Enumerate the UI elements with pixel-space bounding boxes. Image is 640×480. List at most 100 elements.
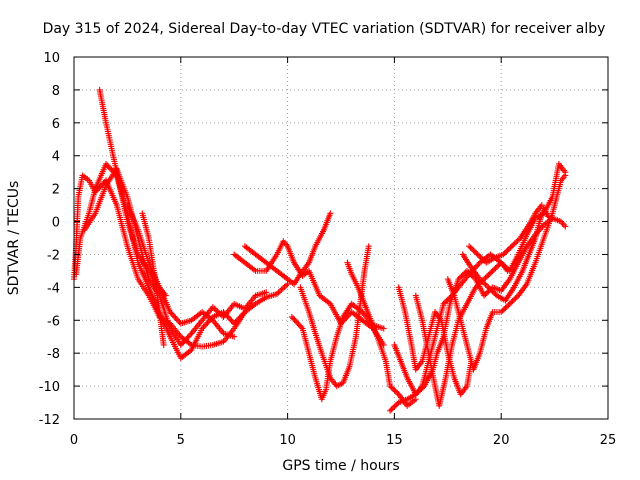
data-point bbox=[387, 407, 394, 414]
y-tick-label: 6 bbox=[52, 117, 60, 132]
data-point bbox=[478, 277, 485, 284]
x-tick-label: 10 bbox=[279, 433, 296, 448]
y-tick-label: 2 bbox=[52, 183, 60, 198]
data-point bbox=[233, 317, 240, 324]
series-arc-r bbox=[466, 202, 545, 266]
data-point bbox=[506, 300, 513, 307]
y-tick-label: 0 bbox=[52, 216, 60, 231]
data-point bbox=[365, 243, 372, 250]
data-point bbox=[298, 324, 305, 331]
data-point bbox=[227, 316, 234, 323]
data-point bbox=[501, 250, 508, 257]
data-point bbox=[483, 282, 490, 289]
data-point bbox=[485, 272, 492, 279]
data-point bbox=[180, 339, 187, 346]
x-tick-label: 25 bbox=[600, 433, 617, 448]
data-point bbox=[235, 316, 242, 323]
data-point bbox=[513, 239, 520, 246]
data-point bbox=[507, 244, 514, 251]
data-point bbox=[440, 300, 447, 307]
x-tick-label: 15 bbox=[386, 433, 403, 448]
plot-frame bbox=[73, 56, 609, 420]
data-point bbox=[387, 383, 394, 390]
data-point bbox=[512, 295, 519, 302]
y-tick-label: -8 bbox=[47, 347, 60, 362]
data-point bbox=[204, 319, 211, 326]
data-point bbox=[103, 160, 110, 167]
data-point bbox=[290, 315, 297, 322]
data-point bbox=[240, 310, 247, 317]
data-point bbox=[444, 296, 451, 303]
data-point bbox=[443, 298, 450, 305]
data-point bbox=[510, 241, 517, 248]
data-point bbox=[456, 274, 463, 281]
series-arc-q bbox=[459, 205, 552, 304]
data-point bbox=[199, 325, 206, 332]
data-point bbox=[516, 236, 522, 243]
x-tick-label: 20 bbox=[493, 433, 510, 448]
data-point bbox=[503, 303, 510, 310]
data-point bbox=[288, 313, 295, 320]
data-point bbox=[459, 272, 466, 279]
data-point bbox=[505, 302, 512, 309]
data-point bbox=[394, 389, 401, 396]
data-point bbox=[458, 273, 465, 280]
data-point bbox=[280, 285, 287, 292]
data-point bbox=[231, 320, 238, 327]
data-point bbox=[473, 250, 480, 257]
data-point bbox=[562, 172, 569, 179]
data-point bbox=[173, 316, 180, 323]
data-point bbox=[513, 293, 520, 300]
data-point bbox=[177, 341, 184, 348]
data-point bbox=[495, 262, 502, 269]
data-point bbox=[187, 331, 194, 338]
data-point bbox=[476, 252, 483, 259]
data-point bbox=[236, 314, 243, 321]
data-point bbox=[296, 322, 303, 329]
series-arc-h bbox=[231, 238, 387, 348]
data-point bbox=[478, 255, 485, 262]
data-point bbox=[466, 271, 473, 278]
data-point bbox=[391, 387, 398, 394]
data-point bbox=[491, 289, 498, 296]
data-point bbox=[482, 274, 489, 281]
data-point bbox=[175, 317, 182, 324]
data-point bbox=[105, 163, 112, 170]
data-point bbox=[278, 286, 285, 293]
data-point bbox=[327, 210, 334, 217]
y-axis-label: SDTVAR / TECUs bbox=[6, 181, 22, 296]
data-point bbox=[388, 406, 395, 413]
x-axis-label: GPS time / hours bbox=[282, 458, 399, 474]
data-point bbox=[471, 248, 478, 255]
data-point bbox=[475, 281, 482, 288]
data-point bbox=[283, 282, 290, 289]
data-point bbox=[225, 314, 232, 321]
data-point bbox=[511, 296, 518, 303]
data-point bbox=[167, 309, 174, 316]
data-point bbox=[493, 263, 500, 270]
data-point bbox=[492, 265, 499, 272]
y-tick-label: -4 bbox=[47, 281, 60, 296]
data-point bbox=[491, 266, 498, 273]
data-point bbox=[185, 333, 192, 340]
data-point bbox=[474, 251, 481, 258]
data-point bbox=[488, 287, 495, 294]
data-point bbox=[506, 245, 513, 252]
data-point bbox=[477, 254, 484, 261]
data-point bbox=[504, 267, 511, 274]
data-point bbox=[483, 273, 490, 280]
series-arc-f bbox=[139, 210, 167, 348]
series-arc-n bbox=[395, 284, 475, 398]
data-point bbox=[171, 313, 178, 320]
data-point bbox=[104, 162, 111, 169]
data-point bbox=[183, 336, 190, 343]
data-point bbox=[181, 337, 188, 344]
data-point bbox=[263, 289, 270, 296]
data-point bbox=[237, 313, 244, 320]
data-point bbox=[455, 276, 462, 283]
data-point bbox=[201, 322, 208, 329]
y-tick-label: -2 bbox=[47, 248, 60, 263]
data-point bbox=[467, 244, 474, 251]
data-point bbox=[503, 248, 510, 255]
data-point bbox=[228, 317, 235, 324]
